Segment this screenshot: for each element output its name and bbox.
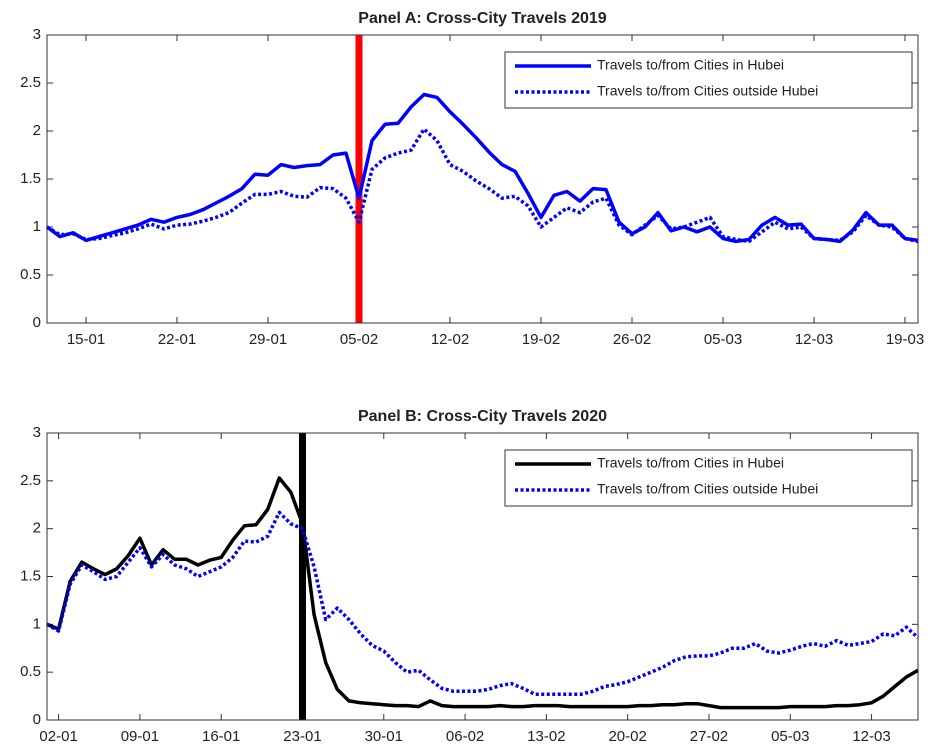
series-line (46, 127, 919, 244)
y-tick-label: 3 (33, 424, 41, 441)
legend-box (504, 449, 913, 507)
y-tick-label: 0 (33, 314, 41, 331)
chart-title: Panel A: Cross-City Travels 2019 (358, 10, 607, 27)
y-tick-label: 0 (33, 711, 41, 728)
x-tick-label: 15-01 (67, 331, 105, 348)
x-tick-label: 12-03 (852, 728, 890, 745)
x-tick-label: 20-02 (608, 728, 646, 745)
x-tick-label: 05-03 (771, 728, 809, 745)
y-tick-label: 2 (33, 122, 41, 139)
legend: Travels to/from Cities in Hubei Travels t… (504, 449, 913, 507)
x-tick-label: 23-01 (283, 728, 321, 745)
x-tick-label: 09-01 (121, 728, 159, 745)
series-line (45, 92, 919, 244)
chart-title: Panel B: Cross-City Travels 2020 (358, 408, 607, 425)
legend-box (504, 51, 913, 109)
series-line (46, 510, 920, 696)
y-tick-label: 1.5 (20, 170, 41, 187)
x-tick-label: 30-01 (365, 728, 403, 745)
series-line (46, 476, 919, 710)
x-tick-label: 05-02 (340, 331, 378, 348)
legend: Travels to/from Cities in Hubei Travels t… (504, 51, 913, 109)
plot-frame (46, 432, 919, 721)
y-tick-label: 1 (33, 218, 41, 235)
legend-label: Travels to/from Cities in Hubei (597, 455, 784, 471)
y-tick-label: 1 (33, 615, 41, 632)
y-tick-label: 3 (33, 26, 41, 43)
y-tick-label: 0.5 (20, 663, 41, 680)
x-tick-label: 02-01 (39, 728, 77, 745)
y-tick-label: 1.5 (20, 567, 41, 584)
x-tick-label: 16-01 (202, 728, 240, 745)
y-tick-label: 0.5 (20, 266, 41, 283)
legend-label: Travels to/from Cities outside Hubei (597, 481, 818, 497)
x-tick-label: 19-02 (522, 331, 560, 348)
x-tick-label: 12-02 (431, 331, 469, 348)
x-tick-label: 19-03 (886, 331, 924, 348)
legend-label: Travels to/from Cities in Hubei (597, 57, 784, 73)
y-tick-label: 2.5 (20, 472, 41, 489)
x-tick-label: 06-02 (446, 728, 484, 745)
x-tick-label: 26-02 (613, 331, 651, 348)
x-tick-label: 29-01 (249, 331, 287, 348)
x-tick-label: 27-02 (690, 728, 728, 745)
x-tick-label: 22-01 (158, 331, 196, 348)
x-tick-label: 12-03 (795, 331, 833, 348)
x-tick-label: 05-03 (704, 331, 742, 348)
y-tick-label: 2.5 (20, 74, 41, 91)
x-tick-label: 13-02 (527, 728, 565, 745)
legend-label: Travels to/from Cities outside Hubei (597, 83, 818, 99)
plot-frame (46, 34, 919, 324)
y-tick-label: 2 (33, 520, 41, 537)
